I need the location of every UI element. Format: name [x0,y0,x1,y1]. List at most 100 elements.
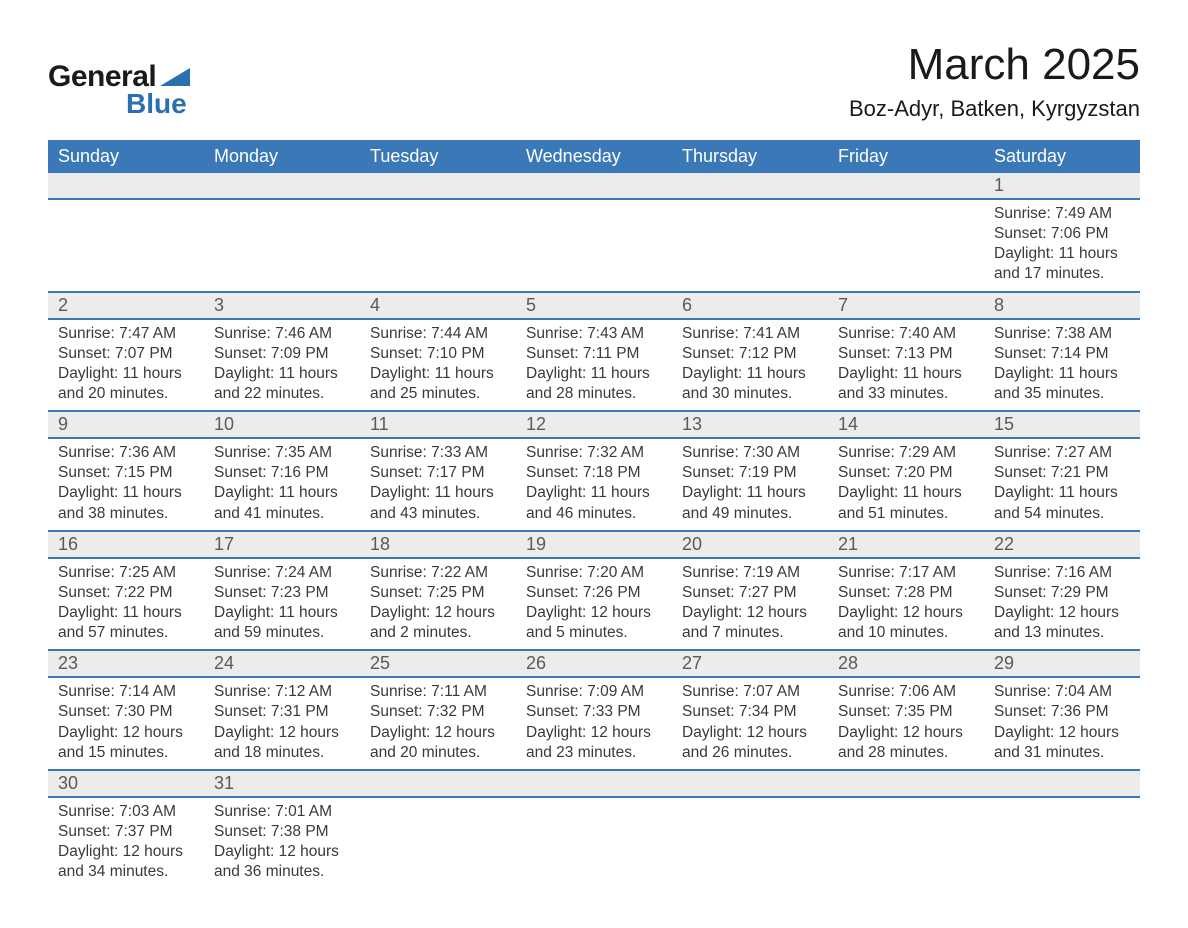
sunrise-line: Sunrise: 7:12 AM [214,682,350,702]
sunset-line: Sunset: 7:14 PM [994,344,1130,364]
daylight-line1: Daylight: 11 hours [994,483,1130,503]
day-data-cell: Sunrise: 7:33 AMSunset: 7:17 PMDaylight:… [360,438,516,531]
day-data-cell [516,199,672,292]
daylight-line2: and 7 minutes. [682,623,818,643]
day-data-cell: Sunrise: 7:35 AMSunset: 7:16 PMDaylight:… [204,438,360,531]
daylight-line2: and 25 minutes. [370,384,506,404]
day-data-cell: Sunrise: 7:04 AMSunset: 7:36 PMDaylight:… [984,677,1140,770]
brand-line2: Blue [126,88,190,120]
location-subtitle: Boz-Adyr, Batken, Kyrgyzstan [849,96,1140,122]
day-number-cell: 27 [672,650,828,677]
daylight-line2: and 59 minutes. [214,623,350,643]
day-data-cell [48,199,204,292]
day-data-cell [828,199,984,292]
day-number-cell: 29 [984,650,1140,677]
daylight-line1: Daylight: 11 hours [682,364,818,384]
month-title: March 2025 [849,40,1140,90]
day-number-cell: 25 [360,650,516,677]
day-number-cell: 20 [672,531,828,558]
sunset-line: Sunset: 7:37 PM [58,822,194,842]
data-row: Sunrise: 7:25 AMSunset: 7:22 PMDaylight:… [48,558,1140,651]
daylight-line1: Daylight: 12 hours [370,723,506,743]
day-number-cell: 13 [672,411,828,438]
daylight-line2: and 15 minutes. [58,743,194,763]
day-data-cell [828,797,984,889]
daynum-row: 2345678 [48,292,1140,319]
day-number-cell: 15 [984,411,1140,438]
sunset-line: Sunset: 7:29 PM [994,583,1130,603]
day-number-cell: 17 [204,531,360,558]
day-number-cell: 22 [984,531,1140,558]
sunset-line: Sunset: 7:17 PM [370,463,506,483]
daylight-line2: and 49 minutes. [682,504,818,524]
day-data-cell: Sunrise: 7:40 AMSunset: 7:13 PMDaylight:… [828,319,984,412]
daylight-line1: Daylight: 11 hours [838,364,974,384]
daylight-line1: Daylight: 11 hours [58,364,194,384]
day-number-cell: 31 [204,770,360,797]
day-data-cell: Sunrise: 7:29 AMSunset: 7:20 PMDaylight:… [828,438,984,531]
day-header: Saturday [984,140,1140,173]
page-header: General Blue March 2025 Boz-Adyr, Batken… [48,40,1140,122]
daylight-line1: Daylight: 12 hours [526,603,662,623]
sunset-line: Sunset: 7:10 PM [370,344,506,364]
daylight-line1: Daylight: 12 hours [994,603,1130,623]
daylight-line2: and 13 minutes. [994,623,1130,643]
day-number-cell: 1 [984,173,1140,199]
day-data-cell: Sunrise: 7:49 AMSunset: 7:06 PMDaylight:… [984,199,1140,292]
daylight-line1: Daylight: 11 hours [526,364,662,384]
day-number-cell: 14 [828,411,984,438]
day-number-cell [204,173,360,199]
day-data-cell: Sunrise: 7:09 AMSunset: 7:33 PMDaylight:… [516,677,672,770]
sunset-line: Sunset: 7:31 PM [214,702,350,722]
sunrise-line: Sunrise: 7:09 AM [526,682,662,702]
sunrise-line: Sunrise: 7:20 AM [526,563,662,583]
sunset-line: Sunset: 7:19 PM [682,463,818,483]
day-number-cell [360,770,516,797]
data-row: Sunrise: 7:36 AMSunset: 7:15 PMDaylight:… [48,438,1140,531]
sunset-line: Sunset: 7:32 PM [370,702,506,722]
daylight-line1: Daylight: 11 hours [526,483,662,503]
sunset-line: Sunset: 7:23 PM [214,583,350,603]
sunset-line: Sunset: 7:27 PM [682,583,818,603]
daylight-line1: Daylight: 12 hours [370,603,506,623]
sunset-line: Sunset: 7:25 PM [370,583,506,603]
day-data-cell: Sunrise: 7:03 AMSunset: 7:37 PMDaylight:… [48,797,204,889]
daylight-line2: and 17 minutes. [994,264,1130,284]
day-number-cell: 21 [828,531,984,558]
day-data-cell: Sunrise: 7:43 AMSunset: 7:11 PMDaylight:… [516,319,672,412]
sunrise-line: Sunrise: 7:40 AM [838,324,974,344]
data-row: Sunrise: 7:47 AMSunset: 7:07 PMDaylight:… [48,319,1140,412]
sunrise-line: Sunrise: 7:03 AM [58,802,194,822]
sunrise-line: Sunrise: 7:44 AM [370,324,506,344]
daylight-line2: and 10 minutes. [838,623,974,643]
sunset-line: Sunset: 7:12 PM [682,344,818,364]
day-data-cell: Sunrise: 7:19 AMSunset: 7:27 PMDaylight:… [672,558,828,651]
sunrise-line: Sunrise: 7:01 AM [214,802,350,822]
day-number-cell: 3 [204,292,360,319]
daylight-line1: Daylight: 12 hours [682,603,818,623]
sunrise-line: Sunrise: 7:04 AM [994,682,1130,702]
sunrise-line: Sunrise: 7:30 AM [682,443,818,463]
daylight-line2: and 28 minutes. [526,384,662,404]
daylight-line2: and 20 minutes. [370,743,506,763]
sunset-line: Sunset: 7:28 PM [838,583,974,603]
sunset-line: Sunset: 7:18 PM [526,463,662,483]
daylight-line2: and 18 minutes. [214,743,350,763]
daynum-row: 23242526272829 [48,650,1140,677]
daylight-line2: and 26 minutes. [682,743,818,763]
daylight-line1: Daylight: 12 hours [682,723,818,743]
day-data-cell: Sunrise: 7:14 AMSunset: 7:30 PMDaylight:… [48,677,204,770]
daylight-line2: and 35 minutes. [994,384,1130,404]
daylight-line2: and 46 minutes. [526,504,662,524]
daynum-row: 1 [48,173,1140,199]
day-number-cell [984,770,1140,797]
day-number-cell [360,173,516,199]
flag-icon [160,64,190,91]
day-data-cell: Sunrise: 7:01 AMSunset: 7:38 PMDaylight:… [204,797,360,889]
daylight-line1: Daylight: 11 hours [370,364,506,384]
daylight-line2: and 2 minutes. [370,623,506,643]
daylight-line1: Daylight: 11 hours [214,483,350,503]
sunrise-line: Sunrise: 7:32 AM [526,443,662,463]
sunset-line: Sunset: 7:22 PM [58,583,194,603]
day-data-cell [672,797,828,889]
